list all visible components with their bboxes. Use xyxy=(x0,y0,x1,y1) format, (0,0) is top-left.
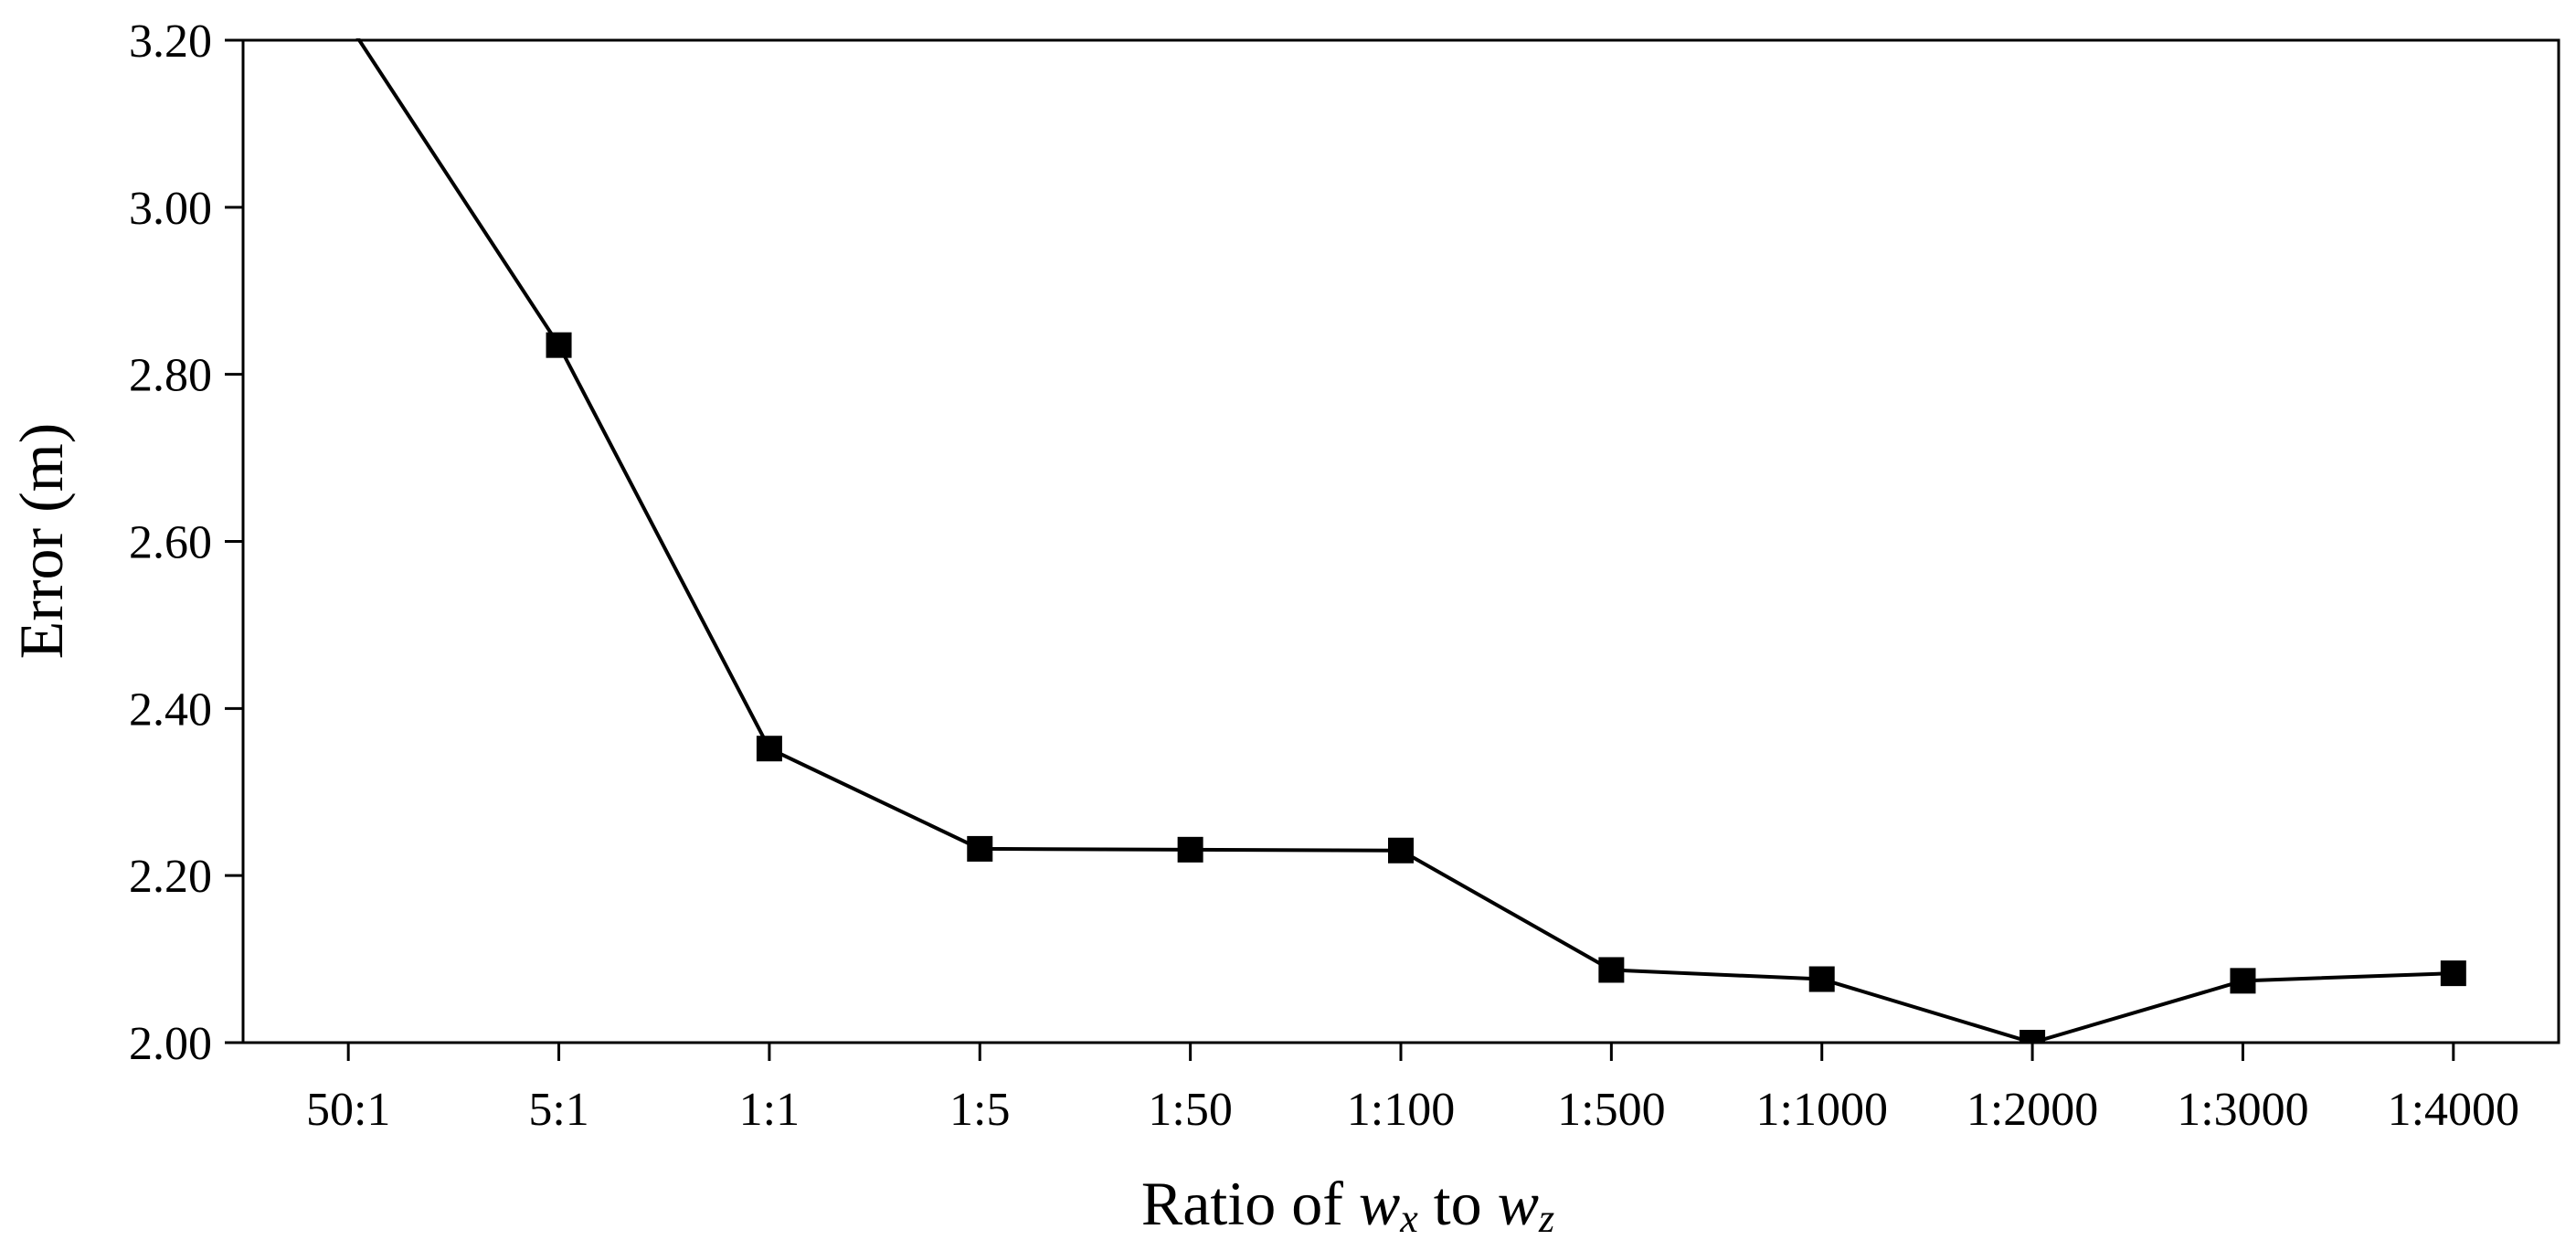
data-point-1:1 xyxy=(756,736,782,762)
x-tick-label: 5:1 xyxy=(528,1084,588,1136)
x-tick-label: 50:1 xyxy=(306,1084,390,1136)
series-line xyxy=(355,38,2454,1044)
x-tick-label: 1:5 xyxy=(949,1084,1010,1136)
plot-area xyxy=(355,38,2466,1044)
x-tick-label: 1:1 xyxy=(739,1084,800,1136)
plot-frame xyxy=(241,38,2560,1044)
y-tick-label: 2.40 xyxy=(129,684,212,736)
y-tick-label: 2.80 xyxy=(129,350,212,402)
data-point-5:1 xyxy=(546,332,572,358)
data-point-1:50 xyxy=(1177,836,1203,863)
y-tick-label: 2.20 xyxy=(129,851,212,903)
y-tick-label: 2.60 xyxy=(129,517,212,569)
x-tick-label: 1:3000 xyxy=(2177,1084,2308,1136)
data-point-1:100 xyxy=(1388,837,1414,864)
x-axis-title: Ratio of wx to wz xyxy=(1141,1169,1554,1240)
data-point-1:3000 xyxy=(2230,968,2256,994)
y-axis-title: Error (m) xyxy=(6,423,76,660)
x-tick-label: 1:4000 xyxy=(2388,1084,2519,1136)
x-tick-label: 1:100 xyxy=(1347,1084,1455,1136)
data-point-1:500 xyxy=(1598,957,1625,983)
data-point-1:2000 xyxy=(2019,1030,2046,1044)
y-tick-label: 2.00 xyxy=(129,1018,212,1070)
x-tick-label: 1:500 xyxy=(1557,1084,1665,1136)
x-tick-label: 1:2000 xyxy=(1966,1084,2098,1136)
y-tick-label: 3.20 xyxy=(129,16,212,68)
x-axis: 50:1 5:1 1:1 1:5 1:50 1:100 1:500 1:1000 1:2000 1… xyxy=(306,1043,2519,1136)
data-point-1:5 xyxy=(967,835,993,862)
y-axis: 2.00 2.20 2.40 2.60 2.80 3.00 3.20 xyxy=(129,16,243,1070)
y-tick-label: 3.00 xyxy=(129,183,212,235)
data-point-1:4000 xyxy=(2440,960,2466,987)
x-tick-label: 1:1000 xyxy=(1756,1084,1888,1136)
data-point-1:1000 xyxy=(1808,966,1835,992)
x-tick-label: 1:50 xyxy=(1148,1084,1232,1136)
